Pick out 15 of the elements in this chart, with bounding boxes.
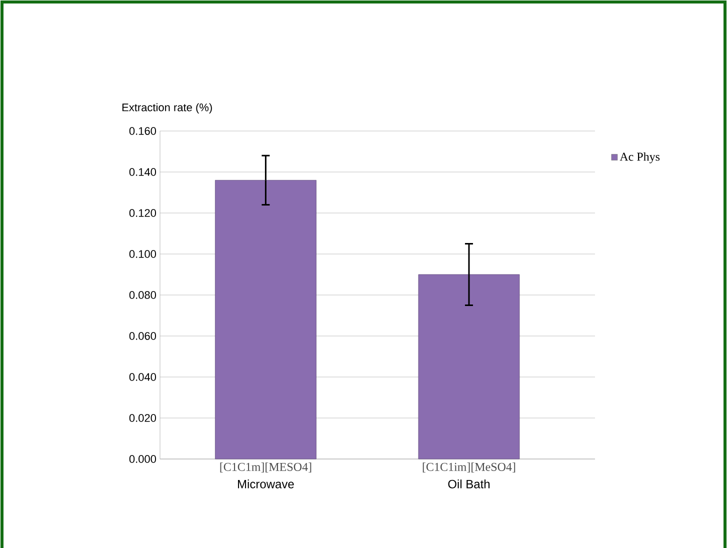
y-tick-label: 0.120 <box>129 209 156 217</box>
y-tick-label: 0.080 <box>129 291 156 299</box>
x-tick-label: [C1C1im][MeSO4] <box>422 462 516 472</box>
y-tick-label: 0.000 <box>129 455 156 463</box>
y-axis-title: Extraction rate (%) <box>122 103 212 114</box>
legend-label: Ac Phys <box>620 152 660 164</box>
y-tick-label: 0.140 <box>129 168 156 176</box>
y-tick-label: 0.040 <box>129 373 156 381</box>
y-tick-label: 0.160 <box>129 127 156 135</box>
x-tick-label: [C1C1m][MESO4] <box>220 462 312 472</box>
y-tick-label: 0.020 <box>129 414 156 422</box>
text: Microwave <box>238 480 294 488</box>
y-tick-label: 0.060 <box>129 332 156 340</box>
y-tick-label: 0.100 <box>129 250 156 258</box>
text: Oil Bath <box>448 480 490 488</box>
